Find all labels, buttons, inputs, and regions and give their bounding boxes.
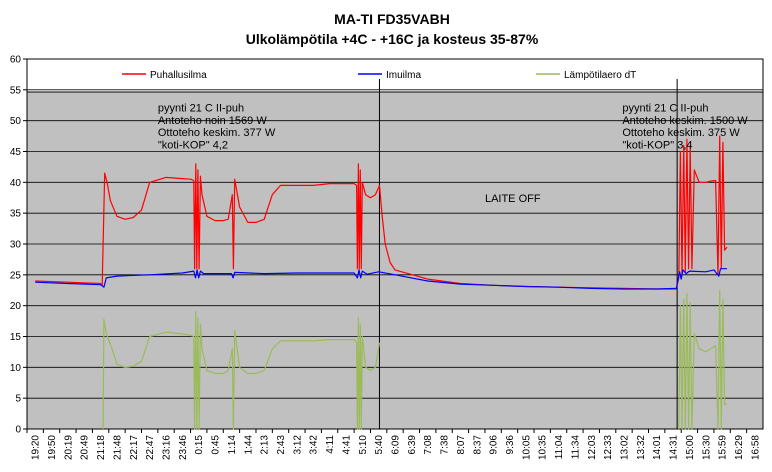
x-tick-label: 5:40 <box>374 435 385 455</box>
x-tick-label: 10:05 <box>521 435 532 460</box>
x-tick-label: 6:39 <box>407 435 418 455</box>
y-tick-label: 15 <box>10 332 22 343</box>
x-tick-label: 0:45 <box>211 435 222 455</box>
x-tick-label: 21:48 <box>112 435 123 460</box>
x-tick-label: 15:00 <box>685 435 696 460</box>
annotation-text: Ottoteho keskim. 375 W <box>622 127 740 139</box>
x-tick-label: 22:47 <box>145 435 156 460</box>
x-tick-label: 14:31 <box>669 435 680 460</box>
y-tick-label: 25 <box>10 270 22 281</box>
x-tick-label: 9:36 <box>505 435 516 455</box>
series-line-0 <box>35 135 728 290</box>
x-tick-label: 23:46 <box>178 435 189 460</box>
x-tick-label: 2:43 <box>276 435 287 455</box>
y-tick-label: 5 <box>15 394 21 405</box>
y-tick-label: 10 <box>10 363 22 374</box>
plot-area-top <box>26 58 764 93</box>
y-tick-label: 20 <box>10 301 22 312</box>
y-tick-label: 0 <box>15 425 21 436</box>
x-tick-label: 12:33 <box>603 435 614 460</box>
x-tick-label: 14:01 <box>652 435 663 460</box>
x-tick-label: 4:11 <box>325 435 336 454</box>
x-tick-label: 21:18 <box>96 435 107 460</box>
x-tick-label: 7:38 <box>440 435 451 455</box>
x-tick-label: 19:50 <box>47 435 58 460</box>
x-tick-label: 22:17 <box>129 435 140 460</box>
x-tick-label: 12:03 <box>587 435 598 460</box>
series-line-3 <box>678 289 727 430</box>
x-tick-label: 5:10 <box>358 435 369 455</box>
x-tick-label: 7:08 <box>423 435 434 455</box>
y-tick-label: 45 <box>10 147 22 158</box>
y-tick-label: 55 <box>10 85 22 96</box>
annotation-text: pyynti 21 C II-puh <box>622 102 708 114</box>
legend-label: Lämpötilaero dT <box>564 70 636 81</box>
x-tick-label: 13:02 <box>619 435 630 460</box>
x-tick-label: 15:30 <box>701 435 712 460</box>
x-tick-label: 20:49 <box>80 435 91 460</box>
y-tick-label: 60 <box>10 55 22 66</box>
y-tick-label: 50 <box>10 116 22 127</box>
annotation-text: Antoteho noin 1569 W <box>158 115 267 127</box>
series-group <box>35 135 728 430</box>
x-tick-label: 2:13 <box>260 435 271 455</box>
y-tick-label: 40 <box>10 178 22 189</box>
x-tick-label: 3:42 <box>309 435 320 455</box>
series-line-2 <box>102 311 381 430</box>
chart-subtitle: Ulkolämpötila +4C - +16C ja kosteus 35-8… <box>246 31 539 47</box>
annotation-text: Antoteho keskim. 1500 W <box>622 115 748 127</box>
x-tick-label: 10:35 <box>538 435 549 460</box>
annotation-text: LAITE OFF <box>485 193 541 205</box>
y-tick-label: 35 <box>10 209 22 220</box>
x-tick-label: 4:41 <box>341 435 352 455</box>
x-tick-label: 6:09 <box>391 435 402 455</box>
plot-area <box>26 91 764 430</box>
x-tick-label: 23:16 <box>162 435 173 460</box>
vertical-markers <box>378 79 678 429</box>
x-tick-label: 11:04 <box>554 435 565 460</box>
x-tick-label: 19:20 <box>31 435 42 460</box>
x-tick-label: 11:34 <box>570 435 581 460</box>
x-tick-label: 0:15 <box>194 435 205 455</box>
x-axis: 19:20 19:50 20:19 20:49 21:18 21:48 22:17 22:47… <box>26 429 761 460</box>
x-tick-label: 16:29 <box>734 435 745 460</box>
chart-title: MA-TI FD35VABH <box>334 11 450 27</box>
x-tick-label: 8:07 <box>456 435 467 455</box>
annotation-text: "koti-KOP" 3,4 <box>622 139 692 151</box>
series-line-1 <box>35 268 727 290</box>
x-tick-label: 8:37 <box>472 435 483 455</box>
y-tick-label: 30 <box>10 240 22 251</box>
x-tick-label: 15:59 <box>718 435 729 460</box>
x-tick-label: 16:58 <box>750 435 761 460</box>
x-tick-label: 9:06 <box>489 435 500 455</box>
annotation-text: pyynti 21 C II-puh <box>158 102 244 114</box>
x-tick-label: 1:14 <box>227 435 238 455</box>
annotation-text: "koti-KOP" 4,2 <box>158 139 228 151</box>
legend-label: Puhallusilma <box>150 70 207 81</box>
x-tick-label: 20:19 <box>63 435 74 460</box>
x-tick-label: 3:12 <box>292 435 303 455</box>
legend: Puhallusilma Imuilma Lämpötilaero dT <box>122 70 636 81</box>
annotation-text: Ottoteho keskim. 377 W <box>158 127 276 139</box>
x-tick-label: 13:32 <box>636 435 647 460</box>
y-axis: 0 5 10 15 20 25 30 35 40 45 50 55 60 <box>10 55 27 436</box>
x-tick-label: 1:44 <box>243 435 254 455</box>
legend-label: Imuilma <box>386 70 421 81</box>
